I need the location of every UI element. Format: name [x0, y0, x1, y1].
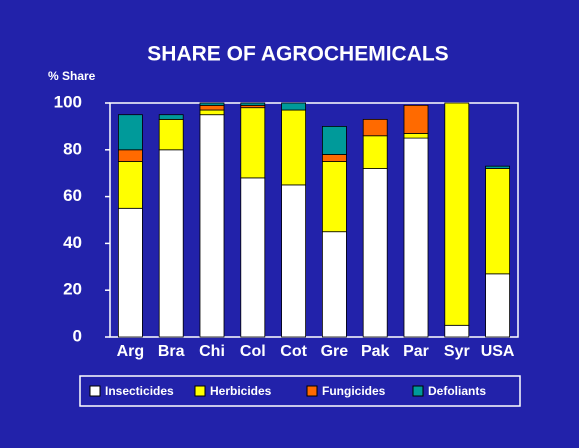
legend-label: Fungicides	[322, 384, 386, 398]
y-axis-label: % Share	[48, 69, 96, 83]
bar-segment	[485, 165, 511, 169]
bar-segment	[118, 149, 143, 162]
bar-segment	[403, 133, 429, 139]
y-tick-label: 80	[63, 139, 82, 158]
bar-segment	[240, 177, 266, 338]
bar-segment	[321, 154, 347, 162]
y-tick-label: 100	[54, 92, 82, 111]
bar-segment	[362, 168, 388, 338]
x-tick-label: Gre	[321, 343, 349, 360]
legend-box	[79, 375, 521, 407]
y-tick-label: 60	[63, 186, 82, 205]
bar-segment	[240, 107, 266, 179]
plot-frame	[109, 102, 519, 338]
legend-label: Defoliants	[428, 384, 486, 398]
x-tick-label: Syr	[444, 343, 470, 360]
bar-segment	[403, 104, 429, 134]
bar-segment	[118, 161, 143, 209]
bar-segment	[403, 137, 429, 338]
legend-label: Herbicides	[210, 384, 272, 398]
bar-segment	[199, 114, 225, 338]
bar-segment	[444, 102, 470, 326]
x-tick-label: Bra	[158, 343, 185, 360]
y-tick-label: 0	[73, 326, 82, 345]
bar-segment	[240, 102, 266, 106]
bar-segment	[444, 324, 470, 338]
bar-segment	[281, 109, 307, 186]
legend-swatch	[306, 385, 318, 397]
bar-segment	[281, 102, 307, 111]
bar-segment	[485, 168, 511, 275]
bar-segment	[199, 102, 225, 106]
bar-segment	[362, 118, 388, 137]
chart-title: SHARE OF AGROCHEMICALS	[147, 43, 448, 66]
x-tick-label: USA	[481, 343, 515, 360]
bar-segment	[321, 161, 347, 233]
bar-segment	[158, 149, 184, 338]
bar-segment	[281, 184, 307, 338]
x-tick-label: Chi	[199, 343, 225, 360]
bar-segment	[199, 109, 225, 116]
bar-segment	[199, 104, 225, 111]
x-tick-label: Cot	[280, 343, 307, 360]
bar-segment	[485, 273, 511, 338]
legend-swatch	[89, 385, 101, 397]
bar-segment	[158, 114, 184, 120]
legend-swatch	[194, 385, 206, 397]
bar-segment	[118, 207, 143, 338]
legend-swatch	[412, 385, 424, 397]
x-tick-label: Pak	[361, 343, 390, 360]
y-tick-label: 40	[63, 233, 82, 252]
bar-segment	[321, 126, 347, 155]
x-tick-label: Arg	[117, 343, 145, 360]
bar-segment	[321, 231, 347, 338]
x-tick-label: Col	[240, 343, 266, 360]
bar-segment	[158, 118, 184, 151]
x-tick-label: Par	[403, 343, 429, 360]
y-tick-label: 20	[63, 280, 82, 299]
bar-segment	[118, 114, 143, 151]
bar-segment	[362, 135, 388, 169]
legend-label: Insecticides	[105, 384, 174, 398]
